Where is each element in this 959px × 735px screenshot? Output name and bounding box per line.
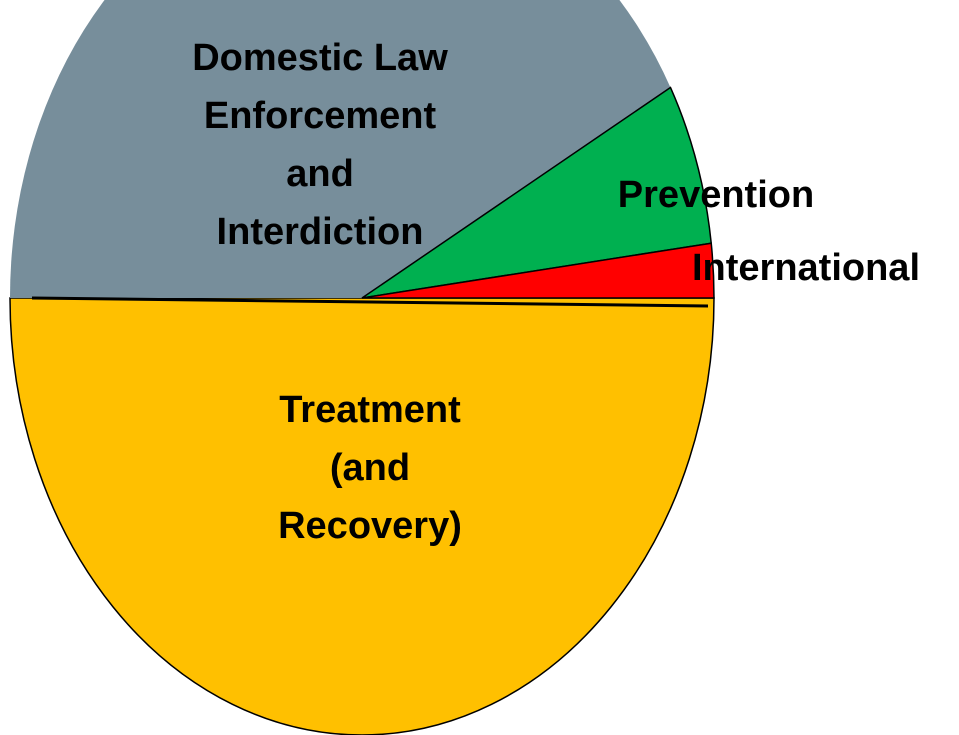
slice-label: Domestic Law Enforcement and Interdiction xyxy=(192,37,448,253)
pie-slice xyxy=(361,86,713,299)
label-line: Recovery) xyxy=(278,505,462,547)
slice-label: Prevention xyxy=(618,174,814,216)
label-line: Enforcement xyxy=(204,95,437,137)
pie-slice xyxy=(10,0,671,298)
label-line: (and xyxy=(330,447,410,489)
slice-label: Treatment (and Recovery) xyxy=(278,389,462,547)
divider xyxy=(31,296,709,308)
label-line: Treatment xyxy=(279,389,461,431)
label-line: Prevention xyxy=(618,174,814,216)
label-line: Interdiction xyxy=(217,211,424,253)
label-line: and xyxy=(286,153,354,195)
pie-slice xyxy=(361,242,715,299)
slice-label: International xyxy=(692,247,920,289)
label-line: International xyxy=(692,247,920,289)
label-line: Domestic Law xyxy=(192,37,448,79)
